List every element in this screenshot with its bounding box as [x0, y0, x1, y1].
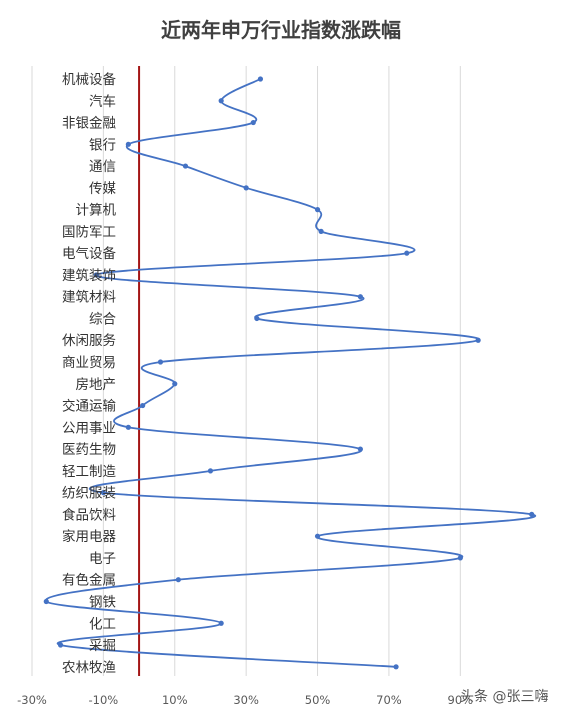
data-point-7 — [318, 228, 324, 234]
x-tick-label: 70% — [376, 693, 402, 707]
data-point-20 — [529, 511, 535, 517]
data-point-17 — [357, 446, 363, 452]
series — [43, 76, 537, 670]
data-point-12 — [475, 337, 481, 343]
category-label: 传媒 — [89, 181, 116, 197]
category-label: 通信 — [89, 159, 116, 175]
category-label: 农林牧渔 — [62, 660, 116, 676]
data-point-4 — [182, 163, 189, 169]
data-point-24 — [43, 598, 49, 605]
data-point-13 — [157, 359, 164, 365]
x-tick-label: -30% — [17, 693, 47, 707]
category-label: 非银金融 — [62, 116, 116, 132]
data-point-22 — [457, 555, 463, 561]
data-point-2 — [250, 119, 256, 126]
category-label: 化工 — [89, 616, 116, 632]
series-line — [45, 78, 537, 668]
data-point-14 — [172, 381, 178, 387]
data-point-16 — [125, 424, 131, 430]
category-label: 计算机 — [76, 203, 117, 219]
category-label: 有色金属 — [62, 572, 116, 589]
data-point-21 — [314, 533, 321, 539]
x-tick-label: 10% — [162, 693, 188, 707]
data-point-19 — [100, 490, 106, 496]
data-point-15 — [140, 402, 146, 409]
chart-title: 近两年申万行业指数涨跌幅 — [161, 18, 401, 42]
category-label: 公用事业 — [62, 420, 116, 436]
data-point-3 — [125, 141, 131, 147]
data-point-10 — [357, 294, 363, 300]
category-label: 休闲服务 — [62, 333, 116, 349]
x-tick-label: -10% — [89, 693, 119, 707]
data-point-18 — [207, 468, 214, 474]
data-point-25 — [218, 620, 224, 626]
data-point-5 — [243, 185, 249, 191]
data-point-26 — [57, 642, 64, 648]
x-tick-label: 50% — [305, 693, 331, 707]
category-label: 轻工制造 — [62, 464, 116, 480]
data-point-0 — [257, 76, 264, 82]
data-point-27 — [393, 664, 399, 670]
x-tick-label: 30% — [233, 693, 259, 707]
data-point-9 — [93, 272, 99, 278]
x-tick-labels: -30% -10% 10% 30% 50% 70% 90% — [17, 693, 473, 707]
data-point-23 — [175, 577, 181, 583]
data-point-11 — [254, 315, 260, 322]
category-label: 钢铁 — [89, 594, 116, 610]
category-label: 建筑材料 — [62, 290, 116, 306]
category-label: 国防军工 — [62, 224, 116, 240]
category-label: 商业贸易 — [62, 355, 116, 371]
category-label: 电子 — [89, 551, 116, 567]
watermark: 头条 @张三嗨 — [460, 689, 549, 705]
category-label: 房地产 — [76, 377, 117, 393]
category-label: 机械设备 — [62, 71, 116, 88]
category-label: 采掘 — [89, 638, 116, 654]
data-point-1 — [218, 98, 224, 104]
category-label: 建筑装饰 — [62, 268, 116, 284]
category-labels: 机械设备汽车非银金融银行通信传媒计算机国防军工电气设备建筑装饰建筑材料综合休闲服… — [62, 71, 116, 676]
data-point-8 — [404, 250, 410, 256]
category-label: 综合 — [89, 311, 116, 327]
category-label: 家用电器 — [62, 528, 116, 545]
grid — [31, 66, 461, 676]
category-label: 银行 — [89, 137, 116, 153]
category-label: 食品饮料 — [62, 506, 116, 523]
category-label: 医药生物 — [62, 442, 116, 458]
data-point-6 — [314, 207, 321, 213]
x-tick-label: 90% — [448, 693, 474, 707]
category-label: 纺织服装 — [62, 486, 116, 502]
category-label: 电气设备 — [62, 245, 116, 262]
category-label: 汽车 — [89, 93, 116, 110]
category-label: 交通运输 — [62, 398, 116, 415]
